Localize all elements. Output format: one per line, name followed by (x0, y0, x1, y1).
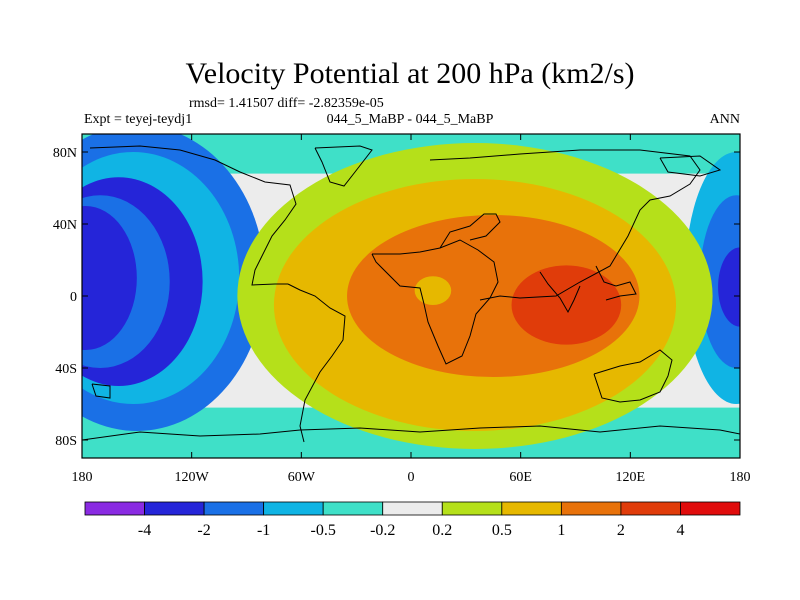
coastline-se-asia (595, 265, 637, 301)
coastline-india (539, 271, 581, 314)
colorbar-swatch (144, 501, 205, 516)
colorbar-label: 4 (676, 522, 684, 539)
colorbar-swatch (501, 501, 562, 516)
coastline-layer (82, 145, 740, 443)
colorbar-swatch (560, 501, 622, 516)
experiment-label: Expt = teyej-teydj1 (84, 112, 192, 127)
chart-title: Velocity Potential at 200 hPa (km2/s) (185, 57, 634, 90)
x-tick-label: 0 (408, 470, 415, 485)
colorbar-swatch (203, 501, 265, 516)
coastline-europe-detail (439, 213, 501, 249)
season-label: ANN (710, 112, 740, 127)
contour-fill-layer (82, 134, 740, 458)
colorbar-swatch (620, 501, 681, 516)
colorbar-label: 0.2 (432, 522, 452, 539)
y-tick-label: 0 (70, 290, 77, 305)
case-label: 044_5_MaBP - 044_5_MaBP (327, 112, 494, 127)
coastline-africa (371, 239, 499, 365)
coastline-north-america (89, 145, 297, 286)
y-tick-label: 40S (55, 362, 77, 377)
coastline-australia (593, 349, 673, 403)
coastline-eurasia (429, 149, 701, 301)
colorbar-label: 1 (557, 522, 565, 539)
coastline-antarctica (82, 425, 740, 441)
contour-eastern-low-level-1 (718, 247, 740, 327)
y-tick-label: 80N (53, 146, 77, 161)
coastline-greenland (314, 145, 373, 187)
colorbar: -4 -2 -1 -0.5 -0.2 0.2 0.5 1 2 4 (84, 501, 741, 539)
colorbar-swatch (382, 501, 443, 516)
x-tick-label: 180 (72, 470, 93, 485)
colorbar-swatch (263, 501, 324, 516)
x-tick-label: 60E (509, 470, 532, 485)
colorbar-swatch (322, 501, 384, 516)
coastline-islands-west (91, 383, 111, 399)
colorbar-label: -2 (197, 522, 210, 539)
coastline-arctic-islands (659, 155, 722, 177)
colorbar-label: -0.2 (370, 522, 395, 539)
colorbar-label: -0.5 (311, 522, 336, 539)
chart-stats: rmsd= 1.41507 diff= -2.82359e-05 (189, 96, 384, 111)
colorbar-label: 0.5 (492, 522, 512, 539)
contour-central-high-level-7 (414, 276, 452, 305)
colorbar-swatch (84, 501, 145, 516)
colorbar-label: -1 (257, 522, 270, 539)
coastline-south-america (287, 283, 346, 443)
x-tick-label: 120E (616, 470, 646, 485)
colorbar-label: -4 (138, 522, 151, 539)
colorbar-label: 2 (617, 522, 625, 539)
y-tick-label: 40N (53, 218, 77, 233)
colorbar-swatch (441, 501, 503, 516)
axis-ticks: 180 120W 60W 0 60E 120E 180 80N 40N 0 40S 80S (53, 134, 751, 485)
colorbar-swatch (680, 501, 741, 516)
contour-central-high-level-9 (511, 265, 622, 345)
contour-western-low-level-1 (82, 206, 137, 350)
y-tick-label: 80S (55, 434, 77, 449)
x-tick-label: 120W (175, 470, 210, 485)
x-tick-label: 180 (730, 470, 751, 485)
x-tick-label: 60W (288, 470, 316, 485)
